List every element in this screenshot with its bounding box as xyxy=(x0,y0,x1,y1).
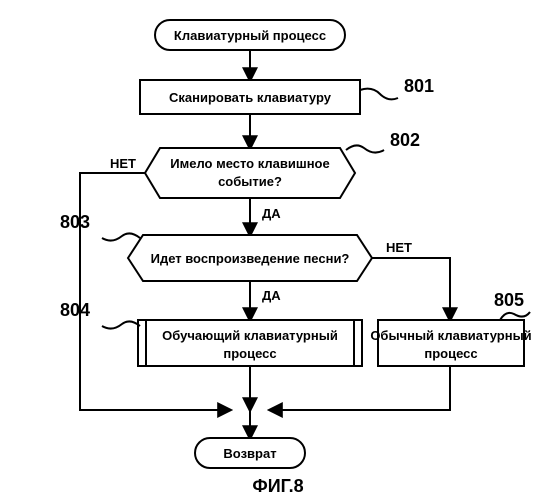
ref-805: 805 xyxy=(494,290,524,310)
ref-801: 801 xyxy=(404,76,434,96)
node-evt: Имело место клавишное событие? xyxy=(145,148,355,198)
ref-squiggle-803 xyxy=(102,233,140,240)
node-start: Клавиатурный процесс xyxy=(155,20,345,50)
learn-line2: процесс xyxy=(223,346,276,361)
evt-line1: Имело место клавишное xyxy=(170,156,329,171)
edge-normal-merge xyxy=(270,366,450,410)
node-normal: Обычный клавиатурный процесс xyxy=(370,320,531,366)
ref-802: 802 xyxy=(390,130,420,150)
play-no-label: НЕТ xyxy=(386,240,412,255)
learn-line1: Обучающий клавиатурный xyxy=(162,328,338,343)
ref-803: 803 xyxy=(60,212,90,232)
evt-yes-label: ДА xyxy=(262,206,281,221)
ref-squiggle-804 xyxy=(102,321,140,328)
figure-caption: ФИГ.8 xyxy=(252,476,303,496)
node-scan: Сканировать клавиатуру xyxy=(140,80,360,114)
edge-play-no xyxy=(372,258,450,320)
start-label: Клавиатурный процесс xyxy=(174,28,326,43)
ref-804: 804 xyxy=(60,300,90,320)
normal-line2: процесс xyxy=(424,346,477,361)
ref-squiggle-801 xyxy=(360,89,398,100)
scan-label: Сканировать клавиатуру xyxy=(169,90,332,105)
edge-evt-no xyxy=(80,173,230,410)
ref-squiggle-805 xyxy=(500,312,530,320)
flowchart: Клавиатурный процесс Сканировать клавиат… xyxy=(0,0,556,500)
evt-no-label: НЕТ xyxy=(110,156,136,171)
return-label: Возврат xyxy=(223,446,276,461)
normal-line1: Обычный клавиатурный xyxy=(370,328,531,343)
play-label: Идет воспроизведение песни? xyxy=(151,251,350,266)
node-play: Идет воспроизведение песни? xyxy=(128,235,372,281)
node-learn: Обучающий клавиатурный процесс xyxy=(138,320,362,366)
node-return: Возврат xyxy=(195,438,305,468)
evt-line2: событие? xyxy=(218,174,282,189)
play-yes-label: ДА xyxy=(262,288,281,303)
ref-squiggle-802 xyxy=(346,145,384,152)
